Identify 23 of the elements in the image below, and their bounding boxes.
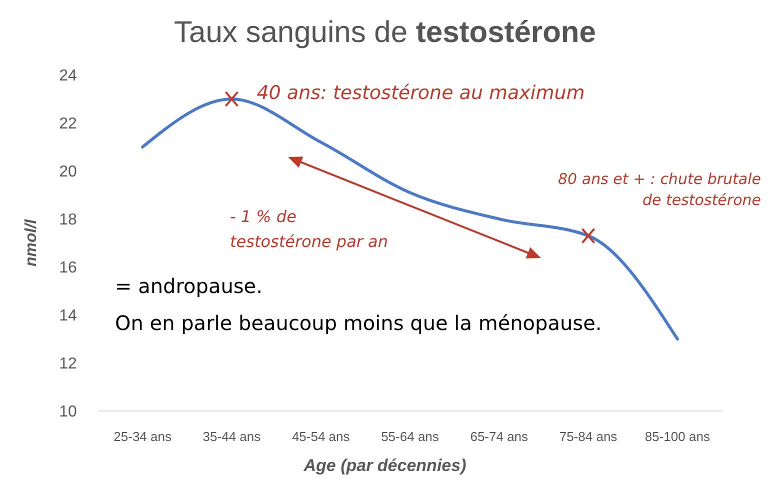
x-tick-label: 55-64 ans bbox=[381, 429, 440, 444]
y-tick-label: 24 bbox=[59, 68, 77, 85]
x-tick-label: 75-84 ans bbox=[559, 429, 618, 444]
y-tick-label: 14 bbox=[59, 308, 77, 325]
x-axis-title: Age (par décennies) bbox=[302, 456, 467, 475]
y-axis-title: nmol/l bbox=[23, 218, 40, 267]
annotation: 40 ans: testostérone au maximum bbox=[256, 82, 585, 104]
x-tick-label: 65-74 ans bbox=[470, 429, 529, 444]
y-tick-label: 16 bbox=[59, 260, 77, 277]
annotation: = andropause. bbox=[115, 274, 262, 298]
annotation: On en parle beaucoup moins que la ménopause. bbox=[115, 311, 602, 335]
y-tick-label: 10 bbox=[59, 404, 77, 421]
x-tick-label: 45-54 ans bbox=[292, 429, 350, 444]
chart-title: Taux sanguins de testostérone bbox=[174, 16, 596, 49]
annotation: - 1 % de testostérone par an bbox=[230, 207, 388, 251]
y-tick-label: 20 bbox=[59, 164, 77, 181]
x-tick-label: 85-100 ans bbox=[644, 429, 710, 444]
y-tick-label: 12 bbox=[59, 356, 77, 373]
x-tick-label: 25-34 ans bbox=[114, 429, 172, 444]
y-tick-label: 22 bbox=[59, 116, 77, 133]
annotation: 80 ans et + : chute brutale de testostérone bbox=[558, 170, 761, 209]
x-tick-label: 35-44 ans bbox=[202, 429, 262, 444]
y-tick-label: 18 bbox=[59, 212, 77, 229]
